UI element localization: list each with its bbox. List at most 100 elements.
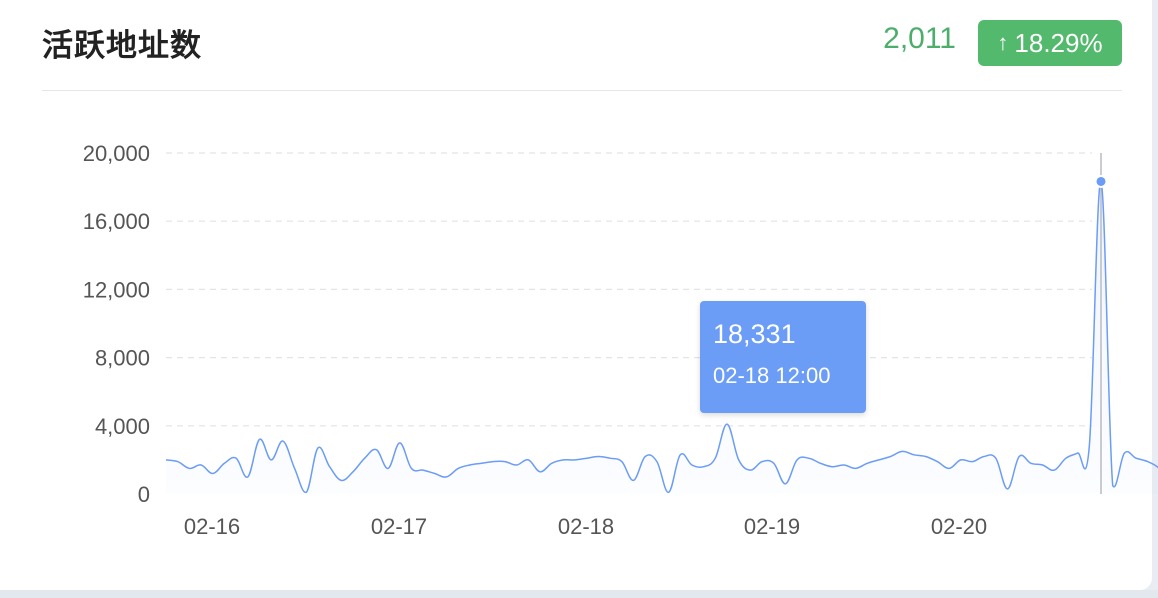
- data-point: [784, 483, 786, 485]
- data-point: [223, 462, 225, 464]
- data-point: [1077, 452, 1079, 454]
- data-point: [1030, 462, 1032, 464]
- data-point: [340, 479, 342, 481]
- data-point: [925, 456, 927, 458]
- change-badge: ↑ 18.29%: [978, 20, 1122, 66]
- data-point: [294, 467, 296, 469]
- data-point: [1112, 485, 1114, 487]
- data-point: [866, 462, 868, 464]
- card-title: 活跃地址数: [42, 28, 202, 64]
- change-percent: 18.29%: [1014, 27, 1103, 58]
- data-point: [387, 467, 389, 469]
- x-tick-label: 02-16: [184, 514, 240, 539]
- data-point: [457, 467, 459, 469]
- data-point: [434, 473, 436, 475]
- data-point: [1135, 457, 1137, 459]
- data-point: [726, 423, 728, 425]
- data-point: [1123, 452, 1125, 454]
- x-tick-label: 02-18: [558, 514, 614, 539]
- data-point: [668, 491, 670, 493]
- data-point: [1088, 445, 1090, 447]
- data-point: [843, 464, 845, 466]
- data-point: [971, 461, 973, 463]
- series-area: [166, 181, 1158, 494]
- tooltip-time: 02-18 12:00: [713, 363, 831, 388]
- current-value: 2,011: [883, 22, 956, 55]
- tooltip: 18,331 02-18 12:00: [700, 301, 866, 413]
- x-tick-label: 02-19: [744, 514, 800, 539]
- data-point: [691, 464, 693, 466]
- y-tick-label: 12,000: [83, 277, 150, 302]
- data-point: [1065, 457, 1067, 459]
- y-tick-label: 8,000: [95, 346, 150, 371]
- data-point: [948, 467, 950, 469]
- data-point: [527, 459, 529, 461]
- data-point: [621, 461, 623, 463]
- highlight-point[interactable]: [1094, 174, 1108, 188]
- data-point: [633, 479, 635, 481]
- data-point: [796, 459, 798, 461]
- x-tick-label: 02-20: [931, 514, 987, 539]
- data-point: [644, 456, 646, 458]
- data-point: [551, 462, 553, 464]
- header-divider: [42, 90, 1122, 91]
- data-point: [890, 456, 892, 458]
- data-point: [1007, 488, 1009, 490]
- data-point: [329, 466, 331, 468]
- data-point: [574, 459, 576, 461]
- series-line: [165, 180, 1158, 494]
- data-point: [317, 447, 319, 449]
- data-point: [749, 469, 751, 471]
- arrow-up-icon: ↑: [997, 30, 1009, 55]
- data-point: [375, 449, 377, 451]
- data-point: [259, 438, 261, 440]
- data-point: [808, 457, 810, 459]
- data-point: [492, 461, 494, 463]
- y-tick-label: 4,000: [95, 414, 150, 439]
- series-points: [165, 181, 1158, 494]
- card-shadow: [0, 590, 1158, 598]
- data-point: [1147, 461, 1149, 463]
- tooltip-value: 18,331: [713, 319, 796, 349]
- x-axis-ticks: 02-16 02-17 02-18 02-19 02-20: [184, 514, 987, 539]
- x-tick-label: 02-17: [371, 514, 427, 539]
- data-point: [165, 459, 167, 461]
- data-point: [539, 471, 541, 473]
- data-point: [1042, 464, 1044, 466]
- data-point: [504, 461, 506, 463]
- data-point: [516, 464, 518, 466]
- data-point: [831, 466, 833, 468]
- grid-lines: [166, 152, 1092, 427]
- data-point: [960, 459, 962, 461]
- data-point: [200, 464, 202, 466]
- data-point: [703, 466, 705, 468]
- data-point: [410, 467, 412, 469]
- data-point: [714, 457, 716, 459]
- data-point: [364, 457, 366, 459]
- data-point: [282, 440, 284, 442]
- data-point: [270, 459, 272, 461]
- data-point: [235, 457, 237, 459]
- data-point: [936, 461, 938, 463]
- y-tick-label: 0: [138, 482, 150, 507]
- data-point: [761, 461, 763, 463]
- data-point: [995, 457, 997, 459]
- data-point: [773, 462, 775, 464]
- data-point: [983, 456, 985, 458]
- data-point: [738, 459, 740, 461]
- data-point: [212, 473, 214, 475]
- data-point: [422, 469, 424, 471]
- data-point: [609, 457, 611, 459]
- data-point: [177, 461, 179, 463]
- data-point: [1053, 469, 1055, 471]
- y-tick-label: 20,000: [83, 141, 150, 166]
- data-point: [597, 456, 599, 458]
- y-axis-ticks: 0 4,000 8,000 12,000 16,000 20,000: [83, 141, 150, 507]
- data-point: [352, 471, 354, 473]
- data-point: [562, 459, 564, 461]
- data-point: [188, 467, 190, 469]
- data-point: [247, 476, 249, 478]
- data-point: [855, 467, 857, 469]
